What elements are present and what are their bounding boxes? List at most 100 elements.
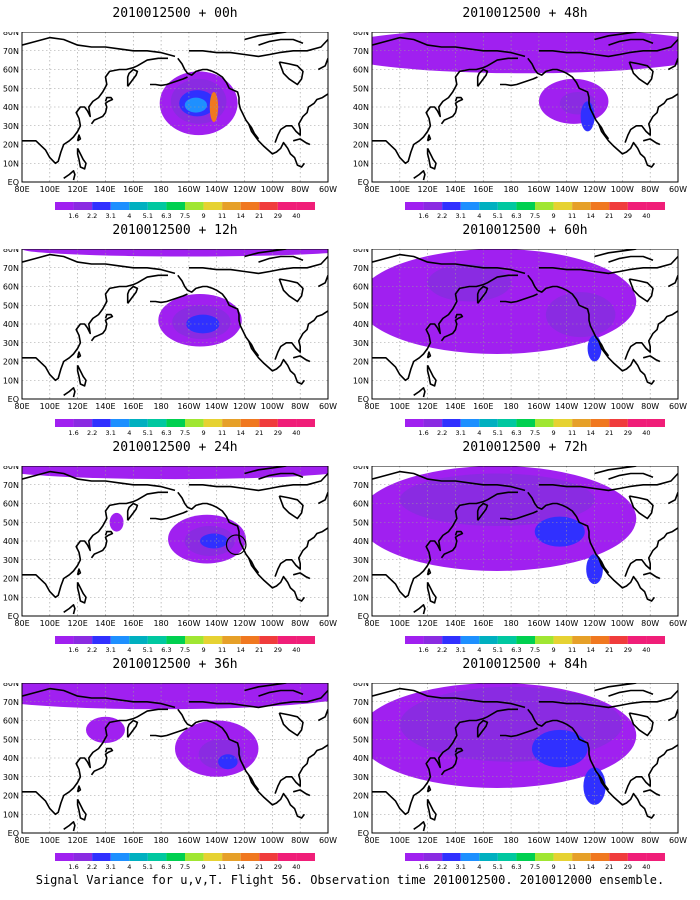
lon-tick-label: 180 [503,836,518,845]
colorbar-label: 14 [587,646,595,654]
coastline [426,785,432,793]
lon-tick-label: 160E [473,619,493,628]
lat-tick-label: 50N [3,735,19,744]
colorbar-swatch [497,419,517,427]
coastline [317,58,328,71]
colorbar-label: 1.6 [68,863,78,871]
lat-tick-label: 40N [353,754,369,763]
lon-tick-label: 60W [319,402,337,411]
colorbar-label: 14 [237,863,245,871]
colorbar-label: 4 [127,863,131,871]
panel-title: 2010012500 + 60h [462,223,588,238]
colorbar-swatch [185,419,204,427]
colorbar-label: 7.5 [180,429,190,437]
colorbar-swatch [129,853,148,861]
coastline [426,351,432,359]
colorbar-label: 2.2 [437,863,447,871]
colorbar-swatch [129,419,148,427]
colorbar-swatch [166,636,185,644]
colorbar-swatch [442,202,461,210]
coastline [274,310,328,360]
coastline [63,387,76,398]
colorbar-label: 6.3 [511,646,521,654]
coastline [278,712,304,737]
lon-tick-label: 120W [583,619,606,628]
colorbar-swatch [460,419,480,427]
colorbar-swatch [222,202,241,210]
colorbar-label: 14 [587,212,595,220]
colorbar-label: 9 [202,212,206,220]
lon-tick-label: 80W [641,836,659,845]
colorbar-swatch [110,202,130,210]
colorbar-swatch [166,853,185,861]
colorbar-swatch [259,202,278,210]
colorbar-label: 11 [568,429,576,437]
colorbar-swatch [516,636,535,644]
coastlines [372,249,678,398]
variance-contour-3 [531,729,588,768]
coastline [76,785,82,793]
colorbar-label: 29 [274,429,282,437]
coastline [150,293,188,304]
colorbar-swatch [92,419,111,427]
map-plot: EQ 10N 20N 30N 40N 50N 60N 70N 80N 80E 100E 120E 140… [3,249,337,437]
colorbar-label: 11 [218,863,226,871]
lon-tick-label: 120W [233,402,256,411]
coastline [22,491,168,599]
colorbar-label: 3.1 [456,429,466,437]
lat-tick-label: 30N [353,773,369,782]
lon-tick-label: 140W [205,185,228,194]
colorbar-label: 5.1 [493,646,503,654]
coastline [667,58,678,71]
colorbar-label: 2.2 [437,212,447,220]
panel-title: 2010012500 + 36h [112,657,238,672]
coastline [608,255,654,263]
coastline [244,466,287,475]
coastline [292,572,311,580]
coastline [22,36,176,58]
lon-tick-label: 160E [123,185,143,194]
colorbar-label: 2.2 [87,212,97,220]
colorbar-swatch [479,636,498,644]
coastline [188,255,328,275]
graticule [22,466,328,616]
colorbar-label: 5.1 [143,212,153,220]
lon-tick-label: 140E [95,619,115,628]
lat-tick-label: 50N [353,301,369,310]
colorbar-swatch [222,636,241,644]
lat-tick-label: 70N [3,698,19,707]
colorbar-swatch [516,202,535,210]
colorbar-swatch [553,636,573,644]
coastline [126,285,139,304]
coastline [177,274,306,385]
colorbar-swatch [423,419,443,427]
lon-tick-label: 120W [233,185,256,194]
lat-tick-label: 10N [353,376,369,385]
coastline [527,57,656,168]
lat-tick-label: 20N [3,575,19,584]
coastline [150,510,188,521]
coastline [642,789,661,797]
lon-tick-label: 120W [233,619,256,628]
lon-tick-label: 100W [611,185,634,194]
colorbar-swatch [166,202,185,210]
map-plot: EQ 10N 20N 30N 40N 50N 60N 70N 80N 80E 100E 120E 140… [353,32,687,220]
coastline [177,708,306,819]
coastline [608,689,654,697]
coastline [278,278,304,303]
coastline [126,68,139,87]
colorbar-label: 40 [292,863,300,871]
coastline [150,76,188,87]
colorbar-label: 14 [587,863,595,871]
colorbar-label: 9 [552,429,556,437]
lat-tick-label: 40N [353,320,369,329]
colorbar-label: 5.1 [493,429,503,437]
colorbar-swatch [55,202,74,210]
coastline [150,727,188,738]
colorbar-label: 4 [127,429,131,437]
lat-tick-label: 50N [3,301,19,310]
map-frame [371,683,679,834]
coastline [278,495,304,520]
colorbar-swatch [73,419,93,427]
lat-tick-label: 20N [353,358,369,367]
